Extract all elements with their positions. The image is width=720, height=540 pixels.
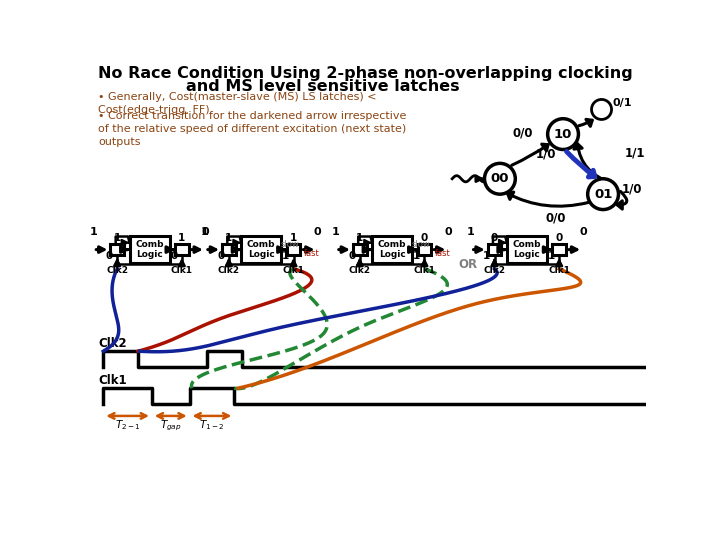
Text: 1: 1 <box>413 251 420 261</box>
Text: 0: 0 <box>444 227 452 237</box>
Text: Clk1: Clk1 <box>413 266 436 275</box>
Text: Clk2: Clk2 <box>98 337 127 350</box>
Circle shape <box>548 119 578 150</box>
Text: Clk2: Clk2 <box>107 266 128 275</box>
Text: 0: 0 <box>171 251 178 261</box>
Text: 0: 0 <box>348 251 356 261</box>
Text: and MS level sensitive latches: and MS level sensitive latches <box>186 79 459 93</box>
Text: 1/1: 1/1 <box>625 146 646 159</box>
Text: 1/0: 1/0 <box>622 183 642 195</box>
Text: 00: 00 <box>490 172 509 185</box>
Text: No Race Condition Using 2-phase non-overlapping clocking: No Race Condition Using 2-phase non-over… <box>98 66 633 82</box>
FancyBboxPatch shape <box>110 244 124 255</box>
Text: 1: 1 <box>114 233 121 243</box>
Text: slow: slow <box>281 240 300 248</box>
Text: $T_{{2-1}}$: $T_{{2-1}}$ <box>114 418 140 432</box>
Text: $T_{{1-2}}$: $T_{{1-2}}$ <box>199 418 225 432</box>
Text: Logic: Logic <box>379 249 405 259</box>
Text: OR: OR <box>458 259 477 272</box>
Text: 0: 0 <box>106 251 113 261</box>
Text: 10: 10 <box>554 127 572 140</box>
FancyBboxPatch shape <box>487 244 501 255</box>
Text: Comb: Comb <box>135 240 164 249</box>
Text: 1: 1 <box>356 233 364 243</box>
Text: fast: fast <box>305 249 320 258</box>
Text: Comb: Comb <box>378 240 406 249</box>
FancyBboxPatch shape <box>418 244 431 255</box>
FancyBboxPatch shape <box>372 236 412 264</box>
Text: 0: 0 <box>314 227 321 237</box>
Text: 0/0: 0/0 <box>513 126 534 139</box>
Text: Logic: Logic <box>513 249 540 259</box>
Text: 1: 1 <box>290 233 297 243</box>
Text: • Correct transition for the darkened arrow irrespective
of the relative speed o: • Correct transition for the darkened ar… <box>98 111 406 147</box>
FancyBboxPatch shape <box>287 244 300 255</box>
FancyBboxPatch shape <box>507 236 547 264</box>
Text: 0: 0 <box>202 227 210 237</box>
FancyBboxPatch shape <box>130 236 170 264</box>
Text: Logic: Logic <box>136 249 163 259</box>
Text: 1: 1 <box>282 251 289 261</box>
Text: slow: slow <box>412 240 431 248</box>
Circle shape <box>485 164 516 194</box>
FancyBboxPatch shape <box>353 244 366 255</box>
Text: Logic: Logic <box>248 249 274 259</box>
Text: Clk2: Clk2 <box>484 266 505 275</box>
FancyBboxPatch shape <box>222 244 235 255</box>
Text: fast: fast <box>435 249 451 258</box>
Text: 1: 1 <box>483 251 490 261</box>
Text: 0: 0 <box>420 233 428 243</box>
Text: Comb: Comb <box>247 240 276 249</box>
Text: Clk1: Clk1 <box>98 374 127 387</box>
Text: $T_{{gap}}$: $T_{{gap}}$ <box>160 418 181 433</box>
Text: 1: 1 <box>201 227 209 237</box>
FancyBboxPatch shape <box>552 244 566 255</box>
Circle shape <box>588 179 618 210</box>
Text: 0: 0 <box>556 233 563 243</box>
Text: 0: 0 <box>580 227 587 237</box>
Text: 1: 1 <box>467 227 474 237</box>
Text: Clk1: Clk1 <box>548 266 570 275</box>
Text: 1: 1 <box>332 227 340 237</box>
Text: 1: 1 <box>179 233 186 243</box>
Text: 1/0: 1/0 <box>536 148 557 161</box>
FancyBboxPatch shape <box>175 244 189 255</box>
Text: Clk1: Clk1 <box>171 266 193 275</box>
Text: 0: 0 <box>491 233 498 243</box>
Text: Clk2: Clk2 <box>218 266 240 275</box>
Text: 1: 1 <box>225 233 233 243</box>
Circle shape <box>592 99 611 119</box>
Text: 01: 01 <box>594 188 612 201</box>
Text: 1: 1 <box>89 227 97 237</box>
Text: 0: 0 <box>217 251 225 261</box>
Text: Clk1: Clk1 <box>282 266 305 275</box>
Text: Comb: Comb <box>513 240 541 249</box>
Text: Clk2: Clk2 <box>348 266 371 275</box>
Text: • Generally, Cost(master-slave (MS) LS latches) <
Cost(edge-trigg. FF): • Generally, Cost(master-slave (MS) LS l… <box>98 92 377 115</box>
Text: 0/0: 0/0 <box>545 211 566 224</box>
FancyBboxPatch shape <box>241 236 282 264</box>
Text: 1: 1 <box>548 251 555 261</box>
Text: 0/1: 0/1 <box>612 98 632 109</box>
